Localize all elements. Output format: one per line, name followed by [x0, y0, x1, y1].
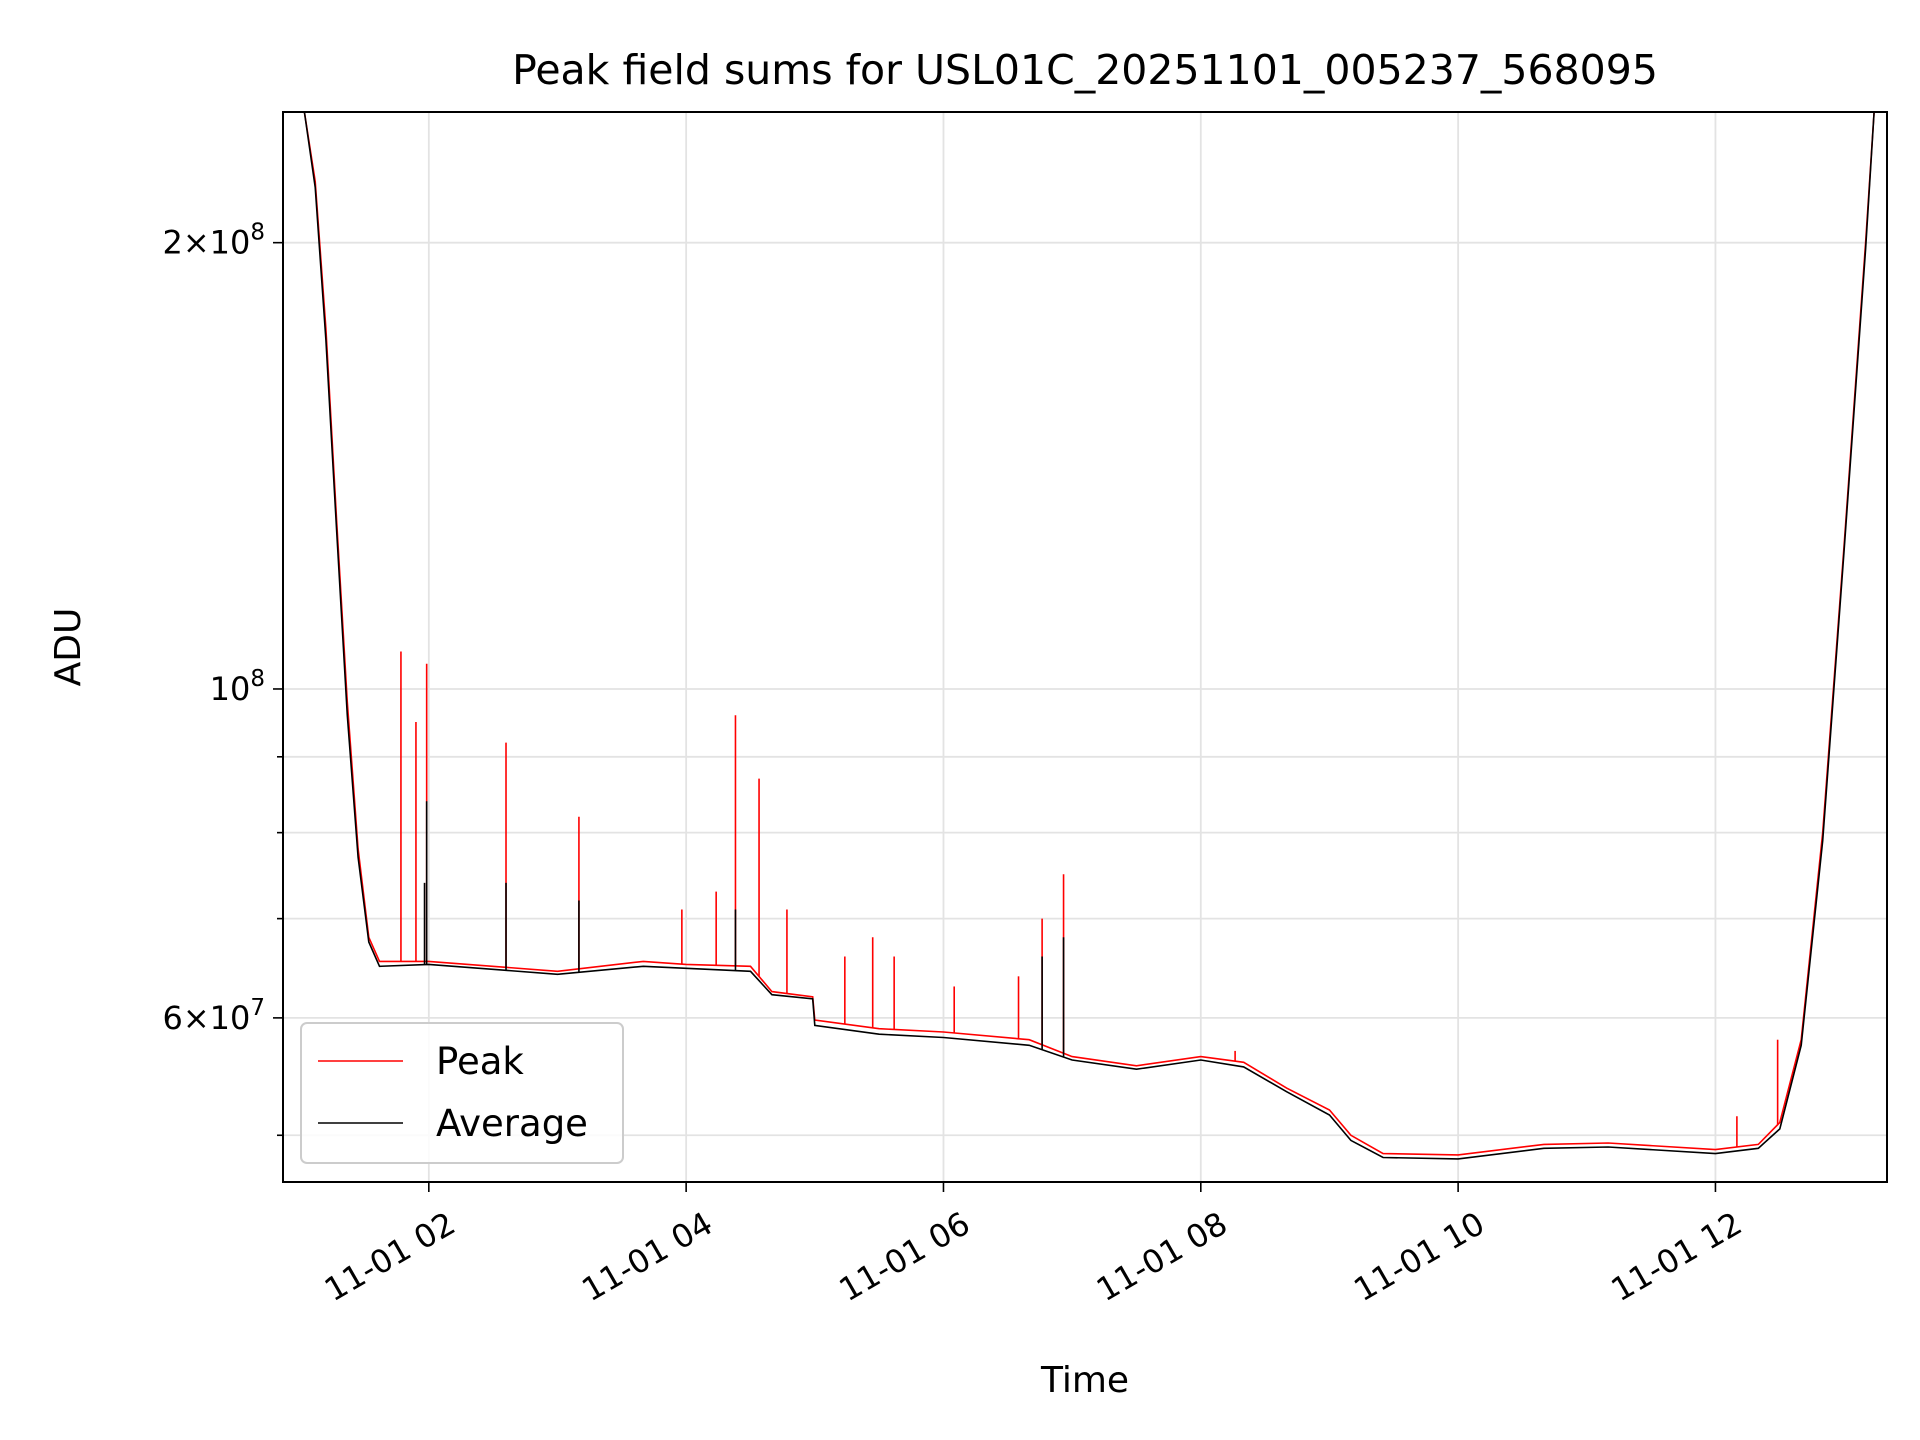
legend-average-label: Average [436, 1102, 588, 1145]
series-group [283, 112, 1887, 1160]
y-tick-label: 2×108 [162, 220, 265, 262]
peak-series-line [283, 112, 1887, 1156]
plot-frame [282, 111, 1888, 1183]
grid [283, 112, 1887, 1182]
average-series-line [283, 112, 1887, 1160]
legend-box [300, 1022, 624, 1164]
legend: Peak Average [300, 1022, 624, 1164]
y-axis-label: ADU [48, 608, 89, 687]
chart-title: Peak field sums for USL01C_20251101_0052… [512, 46, 1658, 94]
x-axis-label: Time [1040, 1360, 1129, 1401]
y-tick-label: 6×107 [162, 995, 265, 1037]
y-tick-label: 108 [210, 666, 265, 708]
legend-peak-label: Peak [436, 1040, 524, 1083]
series-layer [283, 112, 1887, 1160]
